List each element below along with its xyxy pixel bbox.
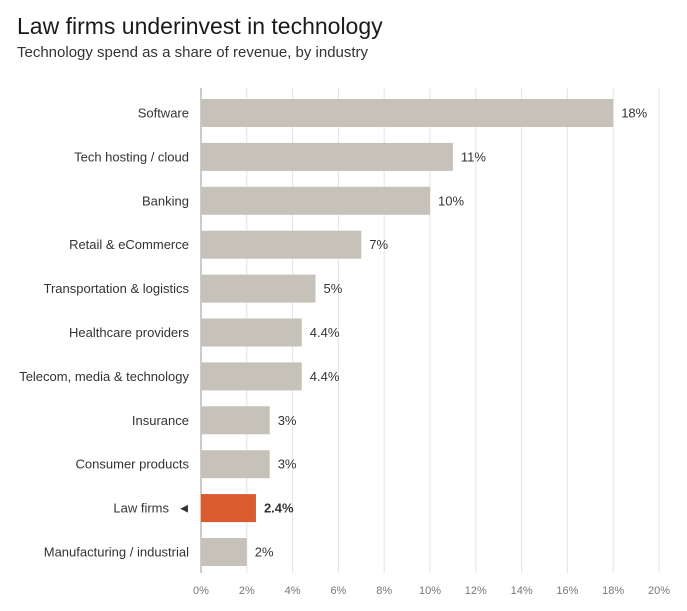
chart-title: Law firms underinvest in technology bbox=[17, 13, 383, 39]
value-label: 5% bbox=[324, 281, 343, 296]
category-label: Transportation & logistics bbox=[44, 281, 190, 296]
value-label: 7% bbox=[369, 237, 388, 252]
bars bbox=[201, 99, 614, 566]
value-label: 3% bbox=[278, 457, 297, 472]
x-tick-label: 6% bbox=[330, 585, 346, 597]
bar-highlight bbox=[201, 494, 256, 523]
value-label-highlight: 2.4% bbox=[264, 501, 294, 516]
x-tick-label: 8% bbox=[376, 585, 392, 597]
category-label: Banking bbox=[142, 193, 189, 208]
bar bbox=[201, 186, 430, 215]
category-label: Consumer products bbox=[76, 457, 190, 472]
bar bbox=[201, 230, 362, 259]
value-label: 4.4% bbox=[310, 369, 340, 384]
highlight-marker-icon: ◄ bbox=[178, 501, 191, 516]
category-label: Telecom, media & technology bbox=[19, 369, 189, 384]
category-label: Software bbox=[138, 106, 189, 121]
x-tick-label: 2% bbox=[239, 585, 255, 597]
value-label: 18% bbox=[621, 106, 647, 121]
category-label: Insurance bbox=[132, 413, 189, 428]
category-label: Retail & eCommerce bbox=[69, 237, 189, 252]
chart-subtitle: Technology spend as a share of revenue, … bbox=[17, 44, 369, 61]
value-label: 2% bbox=[255, 545, 274, 560]
x-tick-label: 20% bbox=[648, 585, 670, 597]
x-tick-label: 14% bbox=[511, 585, 533, 597]
bar bbox=[201, 450, 270, 479]
x-tick-label: 10% bbox=[419, 585, 441, 597]
bar bbox=[201, 142, 453, 171]
bar bbox=[201, 538, 247, 566]
value-label: 11% bbox=[461, 149, 486, 164]
bar bbox=[201, 362, 302, 391]
bar bbox=[201, 406, 270, 435]
value-label: 10% bbox=[438, 193, 464, 208]
x-tick-label: 18% bbox=[602, 585, 624, 597]
bar bbox=[201, 318, 302, 347]
value-label: 3% bbox=[278, 413, 297, 428]
x-tick-label: 4% bbox=[285, 585, 301, 597]
x-tick-label: 12% bbox=[465, 585, 487, 597]
bar bbox=[201, 99, 614, 127]
category-label: Healthcare providers bbox=[69, 325, 189, 340]
x-tick-label: 16% bbox=[556, 585, 578, 597]
x-axis-ticks: 0% 2% 4% 6% 8% 10% 12% 14% 16% 18% 20% bbox=[193, 585, 670, 597]
category-label: Tech hosting / cloud bbox=[74, 149, 189, 164]
bar bbox=[201, 274, 316, 303]
x-tick-label: 0% bbox=[193, 585, 209, 597]
category-label: Manufacturing / industrial bbox=[44, 545, 189, 560]
value-label: 4.4% bbox=[310, 325, 340, 340]
category-label: Law firms bbox=[113, 501, 169, 516]
labels: Software 18% Tech hosting / cloud 11% Bankin… bbox=[19, 106, 647, 560]
